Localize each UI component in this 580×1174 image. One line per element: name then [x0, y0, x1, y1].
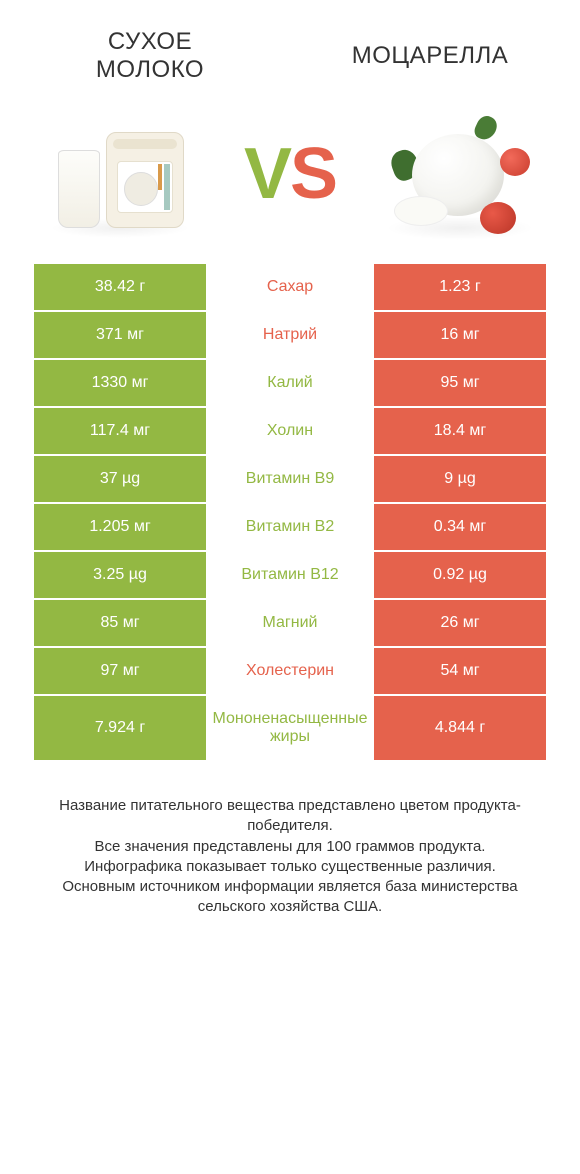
comparison-table: 38.42 гСахар1.23 г371 мгНатрий16 мг1330 … [0, 264, 580, 762]
vs-s: S [290, 133, 336, 215]
right-value: 4.844 г [374, 696, 546, 760]
left-value: 37 µg [34, 456, 206, 502]
table-row: 38.42 гСахар1.23 г [34, 264, 546, 312]
table-row: 117.4 мгХолин18.4 мг [34, 408, 546, 456]
left-product-title: СУХОЕ МОЛОКО [50, 28, 250, 84]
left-title-line2: МОЛОКО [96, 56, 204, 83]
table-row: 1330 мгКалий95 мг [34, 360, 546, 408]
left-value: 7.924 г [34, 696, 206, 760]
right-value: 54 мг [374, 648, 546, 694]
table-row: 37 µgВитамин B99 µg [34, 456, 546, 504]
left-value: 117.4 мг [34, 408, 206, 454]
left-value: 1.205 мг [34, 504, 206, 550]
left-product-image [50, 114, 190, 234]
left-value: 97 мг [34, 648, 206, 694]
nutrient-label: Холин [206, 408, 374, 454]
right-value: 95 мг [374, 360, 546, 406]
nutrient-label: Мононенасыщенные жиры [206, 696, 374, 760]
right-value: 0.34 мг [374, 504, 546, 550]
right-value: 18.4 мг [374, 408, 546, 454]
right-value: 1.23 г [374, 264, 546, 310]
images-row: VS [0, 94, 580, 264]
table-row: 1.205 мгВитамин B20.34 мг [34, 504, 546, 552]
table-row: 85 мгМагний26 мг [34, 600, 546, 648]
right-title: МОЦАРЕЛЛА [352, 42, 508, 69]
footer-line4: Основным источником информации является … [28, 877, 552, 918]
table-row: 3.25 µgВитамин B120.92 µg [34, 552, 546, 600]
nutrient-label: Витамин B9 [206, 456, 374, 502]
left-value: 85 мг [34, 600, 206, 646]
vs-v: V [244, 133, 290, 215]
right-product-title: МОЦАРЕЛЛА [330, 28, 530, 70]
footer-line1: Название питательного вещества представл… [28, 796, 552, 837]
nutrient-label: Калий [206, 360, 374, 406]
right-value: 26 мг [374, 600, 546, 646]
nutrient-label: Витамин B12 [206, 552, 374, 598]
vs-label: VS [244, 133, 336, 215]
left-value: 3.25 µg [34, 552, 206, 598]
table-row: 97 мгХолестерин54 мг [34, 648, 546, 696]
footer-line3: Инфографика показывает только существенн… [28, 857, 552, 877]
right-product-image [390, 114, 530, 234]
nutrient-label: Холестерин [206, 648, 374, 694]
right-value: 9 µg [374, 456, 546, 502]
left-value: 371 мг [34, 312, 206, 358]
nutrient-label: Натрий [206, 312, 374, 358]
left-title-line1: СУХОЕ [108, 28, 192, 55]
footer-line2: Все значения представлены для 100 граммо… [28, 837, 552, 857]
left-value: 1330 мг [34, 360, 206, 406]
footer-notes: Название питательного вещества представл… [0, 762, 580, 918]
table-row: 371 мгНатрий16 мг [34, 312, 546, 360]
right-value: 0.92 µg [374, 552, 546, 598]
header: СУХОЕ МОЛОКО МОЦАРЕЛЛА [0, 0, 580, 94]
right-value: 16 мг [374, 312, 546, 358]
nutrient-label: Сахар [206, 264, 374, 310]
left-value: 38.42 г [34, 264, 206, 310]
nutrient-label: Магний [206, 600, 374, 646]
nutrient-label: Витамин B2 [206, 504, 374, 550]
table-row: 7.924 гМононенасыщенные жиры4.844 г [34, 696, 546, 762]
